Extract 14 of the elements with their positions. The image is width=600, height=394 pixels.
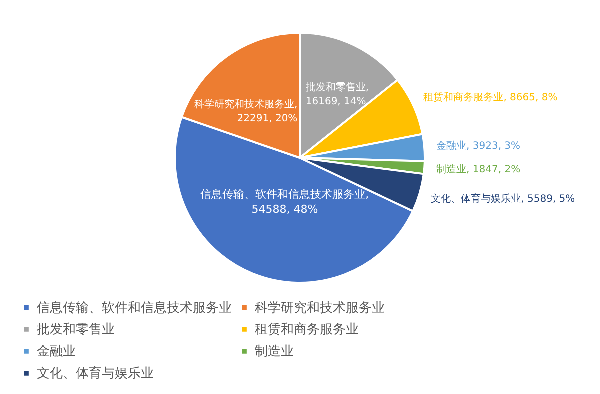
legend-label: 制造业 [255,344,294,360]
legend-label: 租赁和商务服务业 [255,322,359,338]
data-label: 批发和零售业, 16169, 14% [306,82,370,108]
legend-label: 金融业 [37,344,76,360]
data-label: 金融业, 3923, 3% [436,140,521,152]
data-label: 租赁和商务服务业, 8665, 8% [424,91,558,104]
data-label: 制造业, 1847, 2% [436,163,521,176]
legend-label: 文化、体育与娱乐业 [37,366,154,382]
data-label: 文化、体育与娱乐业, 5589, 5% [431,192,576,205]
legend-label: 科学研究和技术服务业 [255,300,385,316]
data-label: 科学研究和技术服务业, 22291, 20% [194,98,298,124]
legend-label: 信息传输、软件和信息技术服务业 [37,300,232,316]
data-label: 信息传输、软件和信息技术服务业, 54588, 48% [200,188,370,216]
legend-label: 批发和零售业 [37,322,115,338]
